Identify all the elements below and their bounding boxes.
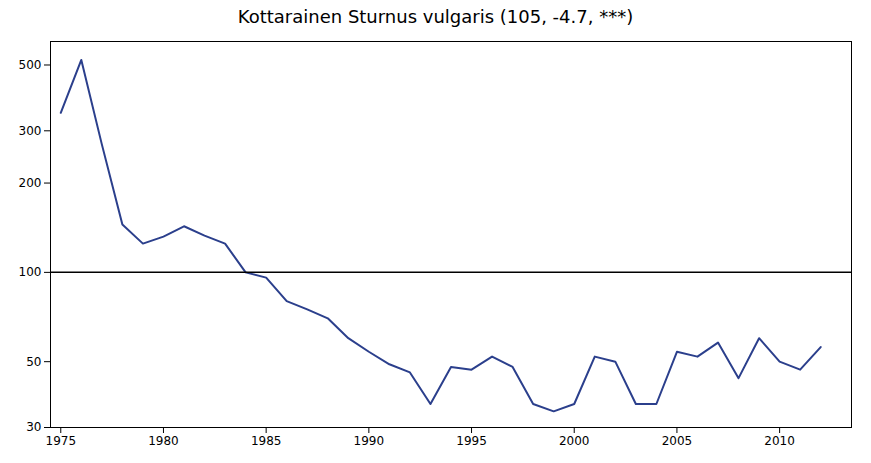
svg-text:1985: 1985 [251, 434, 282, 448]
svg-text:1990: 1990 [354, 434, 385, 448]
svg-text:50: 50 [26, 355, 41, 369]
svg-text:1975: 1975 [45, 434, 76, 448]
svg-text:1995: 1995 [456, 434, 487, 448]
svg-text:500: 500 [19, 58, 42, 72]
svg-text:200: 200 [19, 176, 42, 190]
svg-text:300: 300 [19, 124, 42, 138]
svg-text:2010: 2010 [764, 434, 795, 448]
svg-text:1980: 1980 [148, 434, 179, 448]
svg-text:100: 100 [19, 265, 42, 279]
svg-text:2005: 2005 [662, 434, 693, 448]
svg-text:2000: 2000 [559, 434, 590, 448]
svg-text:30: 30 [26, 420, 41, 434]
html-text:Kottarainen Sturnus vulgaris (: Kottarainen Sturnus vulgaris (105, -4.7,… [237, 6, 634, 27]
